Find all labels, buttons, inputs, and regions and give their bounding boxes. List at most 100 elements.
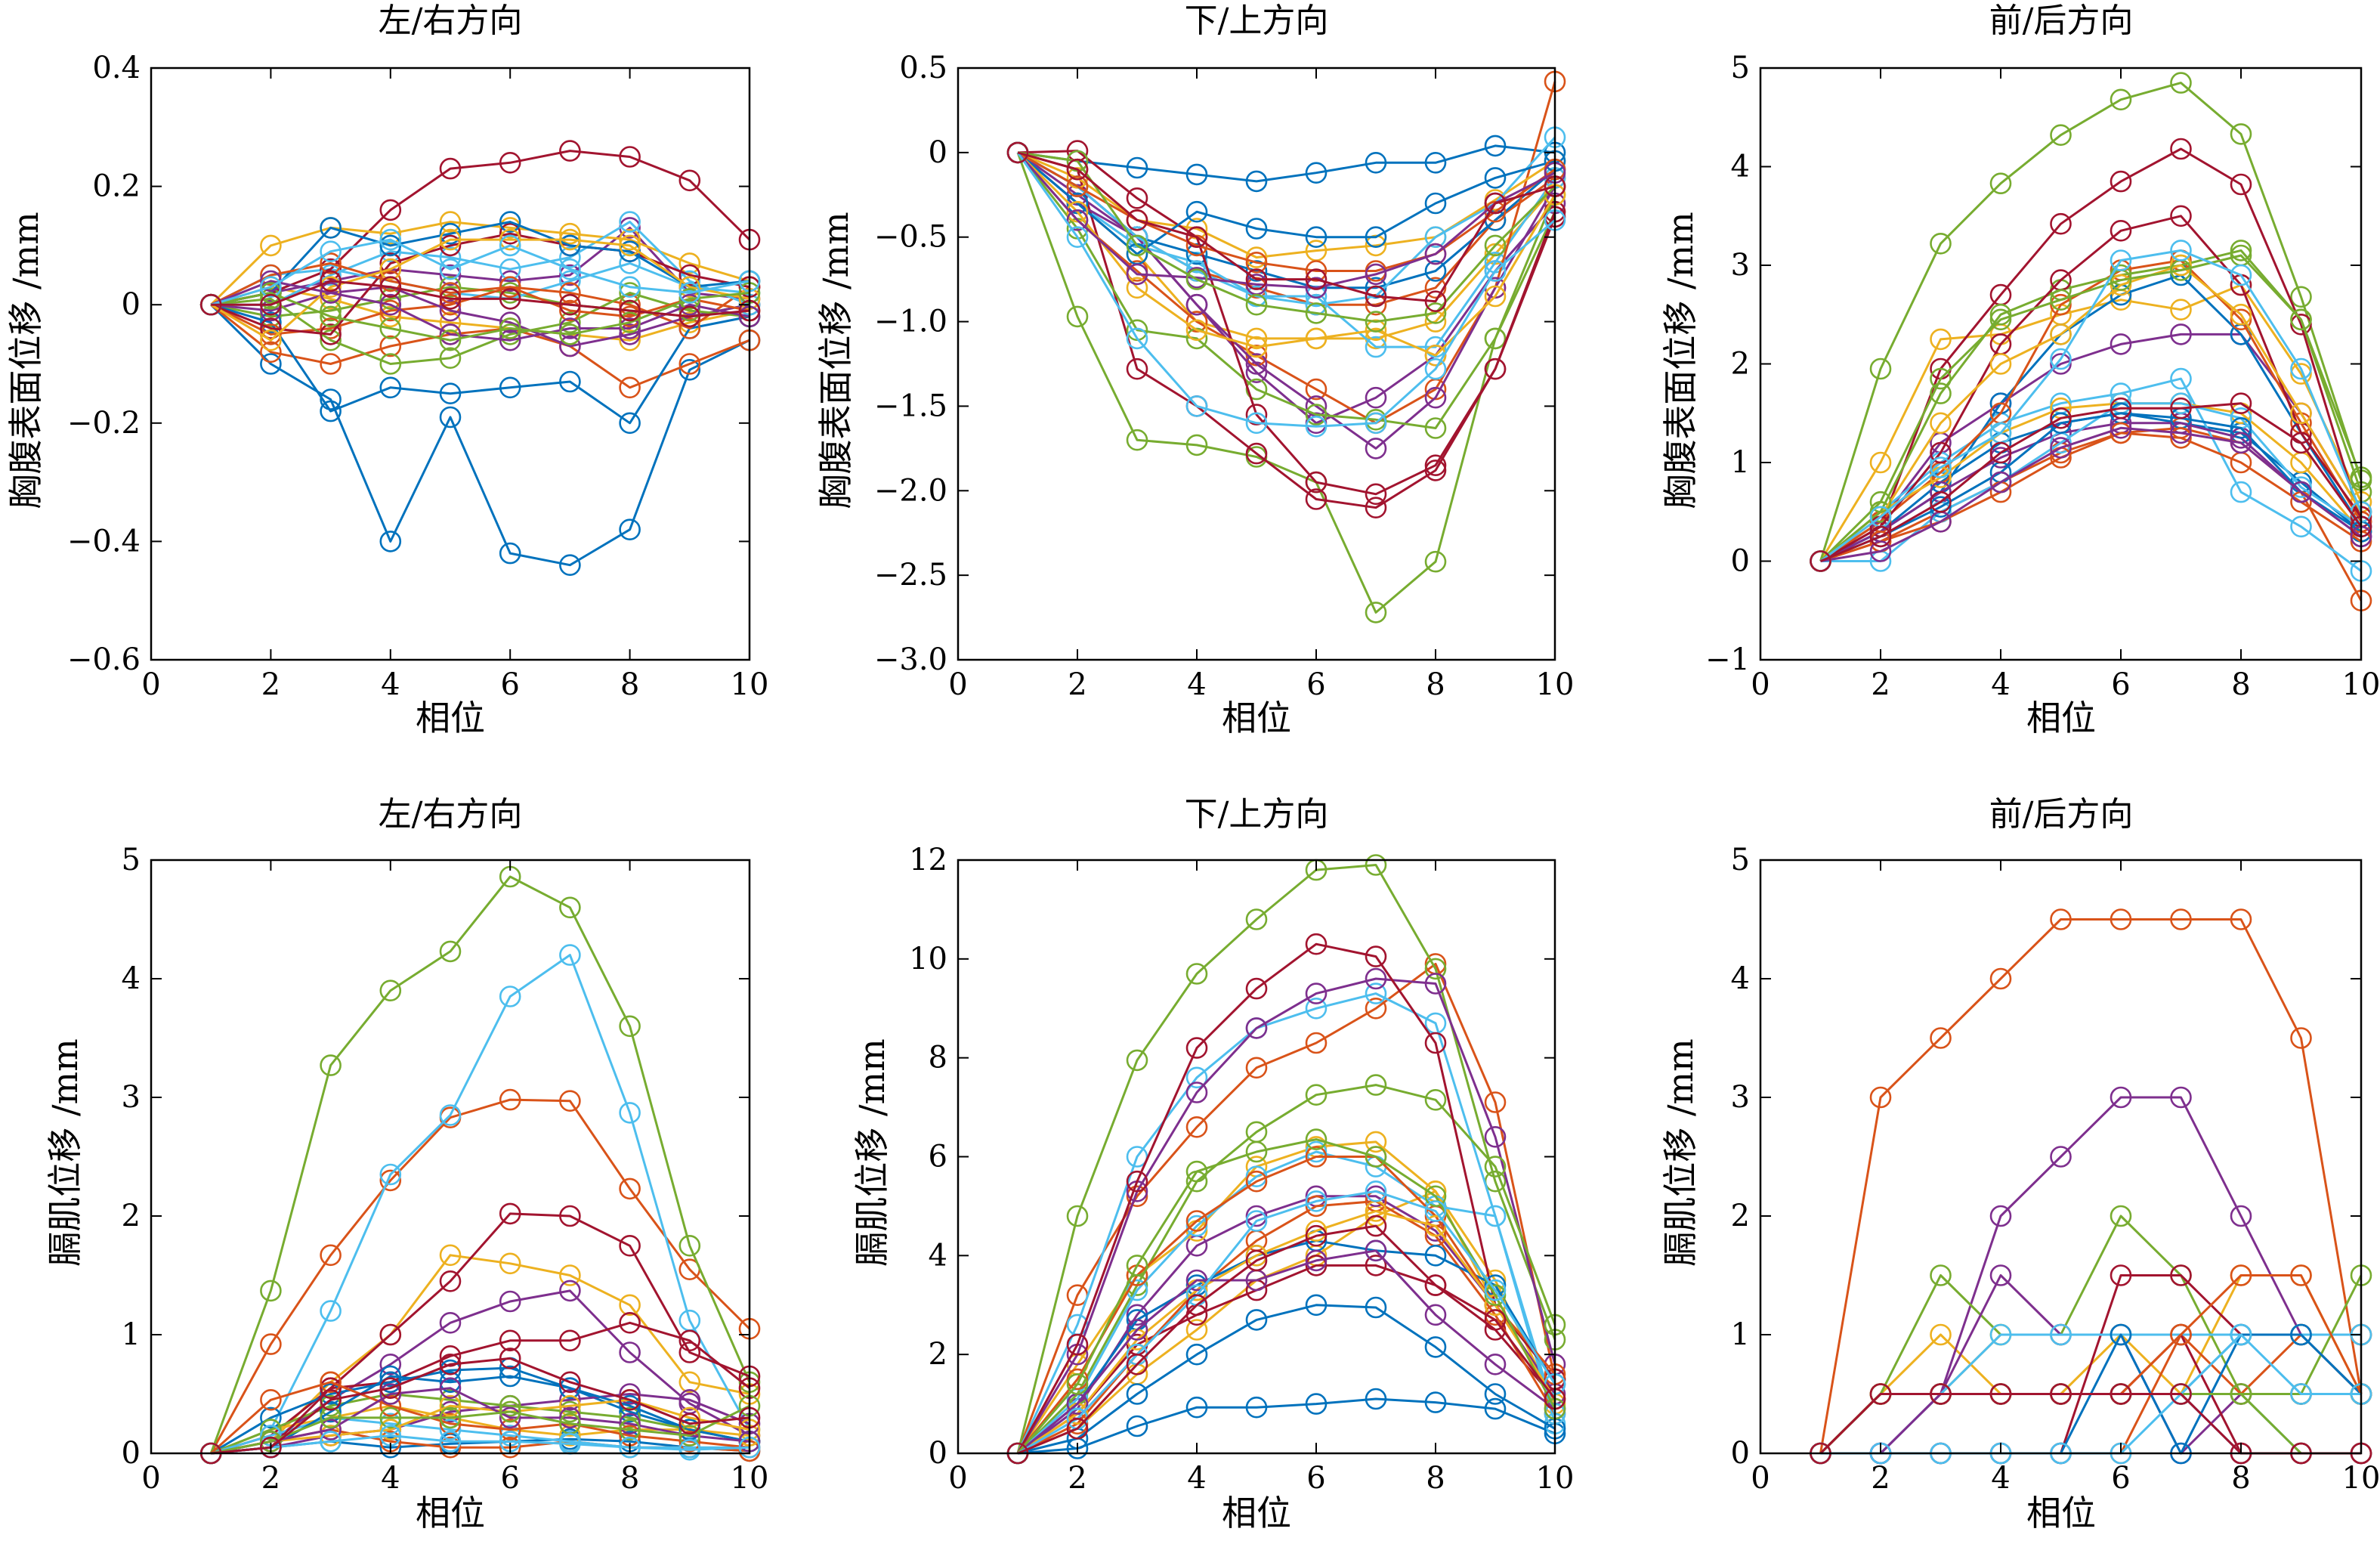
panel-4: 左/右方向 相位 膈肌位移 /mm 0 2 4 6 8 10 0 1 2 3 4 5 — [45, 795, 768, 1533]
data-point-marker — [2050, 323, 2072, 345]
data-point-marker — [1484, 1397, 1507, 1420]
data-point-marker — [619, 1406, 641, 1429]
data-point-marker — [1305, 404, 1328, 425]
series-line — [1820, 426, 2362, 562]
data-point-marker — [2290, 1027, 2312, 1049]
x-tick-label: 6 — [2111, 1461, 2130, 1496]
data-point-marker — [320, 264, 342, 286]
data-point-marker — [1126, 156, 1148, 179]
data-point-marker — [1185, 226, 1208, 249]
data-point-marker — [1484, 357, 1507, 380]
data-point-marker — [2170, 1323, 2192, 1346]
x-tick-label: 6 — [2111, 667, 2130, 702]
series-line — [1016, 962, 1556, 1454]
data-point-marker — [678, 353, 701, 375]
data-point-marker — [1989, 967, 2012, 990]
data-point-marker — [1484, 327, 1507, 350]
data-point-marker — [499, 311, 521, 334]
data-point-marker — [1484, 1205, 1507, 1227]
data-point-marker — [320, 1054, 342, 1076]
data-point-marker — [1245, 353, 1268, 375]
series-line — [1017, 151, 1556, 259]
series-line — [1017, 151, 1556, 306]
data-point-marker — [1365, 1074, 1387, 1096]
data-point-marker — [1126, 1383, 1148, 1405]
data-point-marker — [260, 329, 282, 351]
series-line — [210, 1416, 750, 1455]
data-point-marker — [320, 329, 342, 351]
series-line — [1016, 977, 1556, 1454]
series-line — [1819, 377, 2362, 572]
x-tick-label: 4 — [381, 667, 400, 702]
data-point-marker — [260, 1419, 282, 1440]
data-point-marker — [499, 1400, 521, 1423]
data-point-marker — [2290, 1264, 2312, 1286]
y-tick-label: 4 — [929, 1238, 947, 1273]
data-point-marker — [1484, 1091, 1507, 1113]
data-point-marker — [320, 1389, 342, 1411]
data-point-marker — [1365, 311, 1387, 333]
data-point-marker — [559, 944, 581, 966]
data-point-marker — [1424, 550, 1447, 573]
data-point-marker — [379, 317, 402, 339]
data-point-marker — [2170, 205, 2192, 227]
y-tick-label: 10 — [909, 942, 947, 976]
data-point-marker — [2170, 72, 2192, 94]
panel-4-title: 左/右方向 — [379, 795, 523, 834]
data-point-marker — [1365, 1215, 1387, 1237]
data-point-marker — [439, 382, 462, 405]
data-point-marker — [2050, 407, 2072, 429]
data-point-marker — [559, 299, 581, 322]
series-line — [210, 150, 751, 306]
data-point-marker — [499, 217, 521, 239]
series-line — [1819, 1393, 2361, 1455]
data-point-marker — [2230, 1323, 2252, 1346]
data-point-marker — [379, 1383, 402, 1405]
data-point-marker — [1126, 1185, 1148, 1208]
series-line — [1819, 1393, 2361, 1455]
y-tick-label: 2 — [1731, 347, 1750, 382]
data-point-marker — [678, 1406, 701, 1429]
data-point-marker — [260, 276, 282, 299]
data-point-marker — [1305, 1146, 1328, 1168]
data-point-marker — [1365, 438, 1387, 460]
data-point-marker — [1365, 336, 1387, 358]
data-point-marker — [499, 329, 521, 351]
data-point-marker — [379, 979, 402, 1001]
data-point-marker — [499, 222, 521, 245]
data-point-marker — [2110, 274, 2132, 296]
data-point-marker — [499, 1329, 521, 1352]
data-point-marker — [2290, 476, 2312, 498]
panel-2-xlabel: 相位 — [1222, 698, 1291, 738]
data-point-marker — [439, 228, 462, 251]
data-point-marker — [1305, 162, 1328, 184]
y-tick-label: −3.0 — [874, 642, 947, 677]
data-point-marker — [1185, 327, 1208, 350]
data-point-marker — [320, 270, 342, 292]
data-point-marker — [619, 1015, 641, 1038]
data-point-marker — [2230, 123, 2252, 145]
data-point-marker — [1245, 251, 1268, 274]
data-point-marker — [2230, 1264, 2252, 1286]
data-point-marker — [1185, 293, 1208, 316]
data-point-marker — [559, 317, 581, 339]
data-point-marker — [439, 940, 462, 963]
data-point-marker — [2290, 308, 2312, 331]
data-point-marker — [559, 246, 581, 268]
data-point-marker — [1245, 1140, 1268, 1163]
data-point-marker — [1365, 1181, 1387, 1202]
series-line — [211, 1434, 750, 1455]
data-point-marker — [2170, 254, 2192, 277]
data-point-marker — [559, 1425, 581, 1447]
series-line — [1017, 150, 1556, 496]
data-point-marker — [2170, 299, 2192, 321]
data-point-marker — [499, 276, 521, 299]
data-point-marker — [1424, 973, 1447, 995]
data-point-marker — [379, 1163, 402, 1186]
data-point-marker — [1245, 977, 1268, 1000]
data-point-marker — [1989, 1264, 2012, 1286]
x-tick-label: 0 — [948, 1461, 967, 1496]
panel-5-xlabel: 相位 — [1222, 1493, 1291, 1533]
y-tick-label: 5 — [1731, 843, 1750, 877]
series-line — [1016, 1140, 1556, 1454]
